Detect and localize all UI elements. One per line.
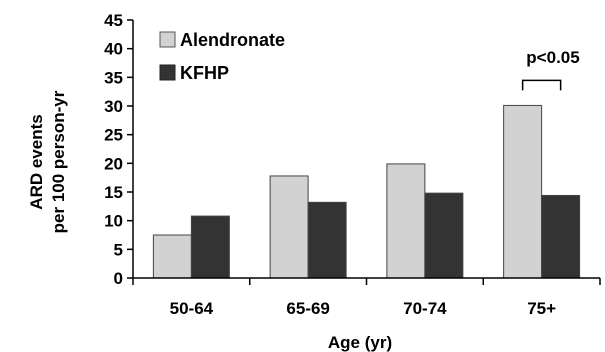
x-tick-label: 75+ bbox=[527, 299, 556, 318]
bar-alendronate-75+ bbox=[503, 104, 543, 279]
bar-kfhp-75+ bbox=[541, 194, 581, 279]
x-tick-label: 50-64 bbox=[170, 299, 214, 318]
y-axis-title-line-2: per 100 person-yr bbox=[49, 90, 68, 233]
bar-kfhp-70-74 bbox=[424, 192, 464, 279]
bar-alendronate-70-74 bbox=[386, 163, 426, 279]
x-axis: 50-64 65-69 70-74 75+ bbox=[132, 277, 601, 318]
x-tick-label: 70-74 bbox=[403, 299, 447, 318]
y-tick-label: 0 bbox=[114, 269, 123, 288]
y-tick-label: 5 bbox=[114, 240, 123, 259]
significance-bracket bbox=[521, 79, 562, 91]
bar-kfhp-65-69 bbox=[307, 201, 347, 279]
y-tick-label: 20 bbox=[104, 154, 123, 173]
y-axis-title-line-1: ARD events bbox=[27, 114, 46, 209]
legend-swatch-kfhp bbox=[159, 64, 176, 81]
y-tick-label: 45 bbox=[104, 11, 123, 30]
y-tick-label: 15 bbox=[104, 183, 123, 202]
y-tick-label: 40 bbox=[104, 40, 123, 59]
y-tick-label: 25 bbox=[104, 126, 123, 145]
legend-swatch-alendronate bbox=[159, 31, 176, 48]
y-axis: 0 5 10 15 20 25 30 35 40 45 bbox=[104, 11, 134, 288]
x-axis-title: Age (yr) bbox=[328, 333, 392, 352]
legend-label-alendronate: Alendronate bbox=[180, 30, 285, 50]
bar-alendronate-65-69 bbox=[269, 175, 309, 279]
bars bbox=[152, 104, 581, 279]
y-tick-label: 35 bbox=[104, 68, 123, 87]
bar-kfhp-50-64 bbox=[190, 215, 230, 279]
significance-annotation: p<0.05 bbox=[521, 48, 580, 91]
y-tick-label: 30 bbox=[104, 97, 123, 116]
y-tick-label: 10 bbox=[104, 212, 123, 231]
bar-alendronate-50-64 bbox=[152, 234, 192, 279]
legend: Alendronate KFHP bbox=[159, 30, 285, 83]
p-value-label: p<0.05 bbox=[526, 48, 579, 67]
x-tick-label: 65-69 bbox=[286, 299, 329, 318]
legend-label-kfhp: KFHP bbox=[180, 63, 229, 83]
y-axis-title: ARD events per 100 person-yr bbox=[27, 90, 68, 233]
